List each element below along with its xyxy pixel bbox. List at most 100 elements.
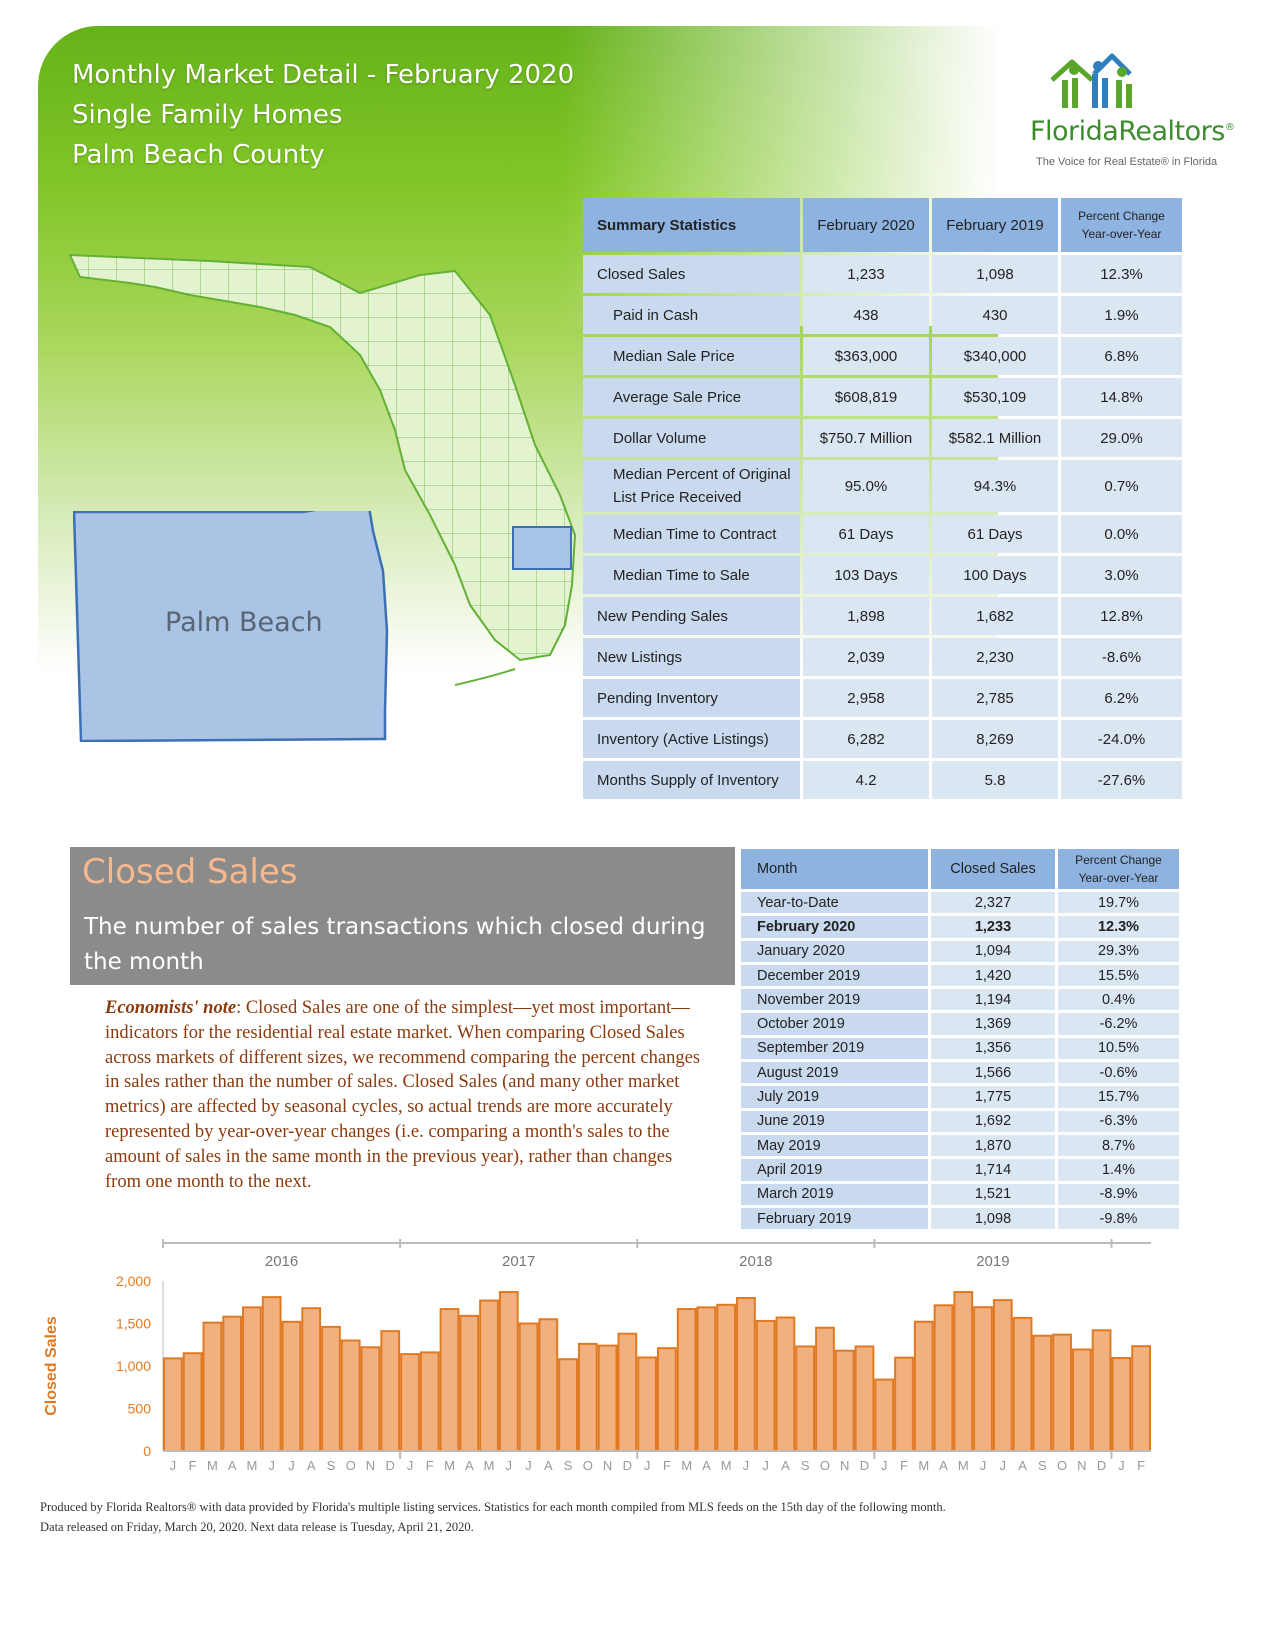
bar (577, 1342, 598, 1452)
bar (736, 1297, 756, 1452)
x-tick-label: S (1038, 1458, 1047, 1473)
value-2020: $363,000 (803, 337, 929, 375)
florida-realtors-logo: FloridaRealtors® The Voice for Real Esta… (1030, 50, 1240, 180)
table-row: New Listings 2,039 2,230 -8.6% (583, 638, 1182, 676)
bar (202, 1321, 223, 1453)
row-label: Dollar Volume (583, 419, 800, 457)
x-tick-label: A (702, 1458, 711, 1473)
houses-people-icon (1050, 53, 1132, 108)
y-tick-label: 2,000 (116, 1273, 151, 1289)
x-tick-label: N (1077, 1458, 1086, 1473)
x-tick-label: F (663, 1458, 671, 1473)
florida-map (68, 253, 577, 686)
percent-change: 1.9% (1061, 296, 1182, 334)
month-cell: October 2019 (741, 1013, 928, 1035)
x-tick-label: A (307, 1458, 316, 1473)
percent-change: 29.0% (1061, 419, 1182, 457)
table-row: February 2020 1,233 12.3% (741, 916, 1179, 938)
bar (558, 1358, 578, 1452)
x-tick-label: J (506, 1458, 513, 1473)
table-row: December 2019 1,420 15.5% (741, 964, 1179, 987)
bar (815, 1326, 835, 1452)
percent-change: 6.8% (1061, 337, 1182, 375)
month-cell: March 2019 (741, 1183, 928, 1205)
table-row: October 2019 1,369 -6.2% (741, 1013, 1179, 1035)
x-tick-label: S (327, 1458, 336, 1473)
sales-cell: 1,566 (931, 1062, 1055, 1084)
value-2020: 95.0% (803, 460, 929, 512)
bar (1091, 1329, 1112, 1452)
x-tick-label: A (781, 1458, 790, 1473)
bar (953, 1291, 974, 1452)
table-row: Median Time to Contract 61 Days 61 Days … (583, 515, 1182, 553)
y-tick-label: 500 (128, 1401, 152, 1417)
x-tick-label: O (346, 1458, 356, 1473)
y-axis-title: Closed Sales (43, 1316, 60, 1416)
change-cell: 15.7% (1058, 1086, 1179, 1108)
bar (380, 1330, 401, 1452)
sales-cell: 1,369 (931, 1013, 1055, 1035)
table-row: New Pending Sales 1,898 1,682 12.8% (583, 597, 1182, 635)
title-line-3: Palm Beach County (72, 140, 325, 170)
monthly-closed-sales-table: Month Closed Sales Percent Change Year-ov… (738, 846, 1182, 1232)
bar (321, 1325, 341, 1452)
bar (933, 1304, 954, 1452)
bar (1012, 1316, 1033, 1452)
y-tick-label: 1,500 (116, 1316, 151, 1332)
bar (716, 1303, 737, 1452)
x-tick-label: F (900, 1458, 908, 1473)
footer: Produced by Florida Realtors® with data … (40, 1497, 1240, 1537)
table-row: June 2019 1,692 -6.3% (741, 1110, 1179, 1132)
summary-header-change: Percent Change Year-over-Year (1061, 198, 1182, 252)
month-cell: June 2019 (741, 1110, 928, 1132)
footer-line-2: Data released on Friday, March 20, 2020.… (40, 1520, 474, 1534)
bar (657, 1347, 677, 1452)
value-2019: $582.1 Million (932, 419, 1058, 457)
change-cell: -9.8% (1058, 1207, 1179, 1230)
x-tick-label: J (762, 1458, 769, 1473)
value-2019: $530,109 (932, 378, 1058, 416)
value-2020: 438 (803, 296, 929, 334)
monthly-header-month: Month (741, 849, 928, 889)
month-cell: February 2019 (741, 1207, 928, 1230)
year-label: 2018 (739, 1253, 772, 1270)
x-tick-label: D (623, 1458, 632, 1473)
x-tick-label: J (1000, 1458, 1007, 1473)
bar (222, 1315, 243, 1452)
bar (696, 1306, 717, 1452)
x-tick-label: J (525, 1458, 532, 1473)
bar (913, 1320, 934, 1452)
value-2019: 94.3% (932, 460, 1058, 512)
value-2020: 2,039 (803, 638, 929, 676)
x-tick-label: A (939, 1458, 948, 1473)
percent-change: -27.6% (1061, 761, 1182, 799)
sales-cell: 1,194 (931, 989, 1055, 1011)
row-label: Median Sale Price (583, 337, 800, 375)
x-tick-label: J (644, 1458, 651, 1473)
bar (1071, 1348, 1092, 1452)
value-2019: 100 Days (932, 556, 1058, 594)
sales-cell: 1,714 (931, 1159, 1055, 1181)
change-cell: -6.3% (1058, 1110, 1179, 1132)
row-label: New Listings (583, 638, 800, 676)
x-tick-label: N (603, 1458, 612, 1473)
change-cell: 29.3% (1058, 940, 1179, 962)
table-row: Pending Inventory 2,958 2,785 6.2% (583, 679, 1182, 717)
year-label: 2019 (976, 1253, 1009, 1270)
month-cell: Year-to-Date (741, 892, 928, 914)
table-row: Median Percent of Original List Price Rec… (583, 460, 1182, 512)
row-label: Median Time to Contract (583, 515, 800, 553)
sales-cell: 1,094 (931, 940, 1055, 962)
sales-cell: 1,420 (931, 964, 1055, 987)
x-tick-label: M (484, 1458, 495, 1473)
row-label: Closed Sales (583, 255, 800, 293)
bar (755, 1319, 776, 1452)
row-label: New Pending Sales (583, 597, 800, 635)
x-tick-label: M (958, 1458, 969, 1473)
row-label: Average Sale Price (583, 378, 800, 416)
value-2019: 430 (932, 296, 1058, 334)
note-text: : Closed Sales are one of the simplest—y… (105, 998, 701, 1192)
bar (1052, 1333, 1072, 1452)
sales-cell: 1,521 (931, 1183, 1055, 1205)
bar (538, 1318, 559, 1452)
